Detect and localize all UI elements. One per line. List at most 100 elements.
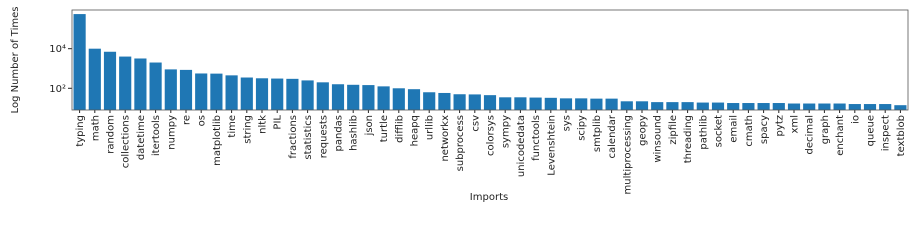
x-tick-label: decimal: [805, 115, 816, 154]
x-tick-label: typing: [75, 115, 86, 147]
x-tick-label: unicodedata: [516, 115, 527, 177]
bar: [164, 69, 177, 110]
bar: [833, 103, 846, 110]
x-tick-label: difflib: [394, 115, 405, 143]
x-tick-label: spacy: [759, 115, 770, 144]
bar: [453, 94, 466, 110]
x-tick-label: heapq: [410, 115, 421, 146]
x-tick-label: datetime: [136, 115, 147, 160]
x-tick-label: smtplib: [592, 115, 603, 152]
bar: [103, 51, 117, 110]
bar: [879, 104, 892, 110]
y-tick-label: 10²: [49, 84, 66, 95]
x-tick-label: io: [850, 115, 861, 124]
bar: [514, 97, 527, 110]
x-tick-label: geopy: [638, 115, 649, 146]
x-tick-label: subprocess: [455, 115, 466, 171]
x-tick-label: matplotlib: [212, 115, 223, 166]
bar: [407, 89, 421, 110]
x-tick-label: graph: [820, 115, 831, 144]
x-tick-label: socket: [714, 115, 725, 147]
x-tick-label: colorsys: [486, 115, 497, 156]
bar: [620, 101, 633, 110]
x-axis-label: Imports: [470, 192, 508, 203]
x-tick-label: textblob: [896, 115, 907, 156]
bar: [347, 84, 360, 110]
bar: [848, 104, 861, 110]
x-tick-label: nltk: [258, 115, 269, 134]
x-tick-label: os: [197, 115, 208, 126]
bar: [377, 86, 390, 110]
bar: [757, 103, 770, 110]
bar: [575, 98, 588, 110]
x-tick-label: string: [242, 115, 253, 144]
bar: [863, 104, 877, 110]
bar: [499, 97, 512, 110]
x-tick-label: sympy: [501, 115, 512, 148]
x-tick-label: enchant: [835, 115, 846, 156]
chart: Log Number of Times Imports 10² 10⁴ typing…: [10, 7, 909, 203]
x-tick-label: json: [364, 115, 375, 136]
bar: [240, 77, 253, 110]
bar: [134, 58, 147, 110]
x-tick-label: networkx: [440, 115, 451, 162]
x-tick-label: turtle: [379, 115, 390, 142]
bar: [423, 92, 436, 110]
x-tick-label: PIL: [273, 115, 284, 130]
bar: [681, 102, 694, 110]
bar: [255, 78, 269, 110]
bar: [727, 103, 740, 110]
x-tick-label: collections: [121, 115, 132, 168]
x-tick-label: csv: [470, 115, 481, 132]
bar: [483, 95, 497, 110]
x-tick-label: email: [729, 115, 740, 143]
bar: [195, 73, 208, 110]
x-tick-label: cmath: [744, 115, 755, 147]
x-tick-label: pandas: [334, 115, 345, 152]
x-tick-label: pytz: [774, 115, 785, 136]
x-tick-label: multiprocessing: [622, 115, 633, 194]
bar: [88, 48, 101, 110]
bar: [651, 102, 664, 110]
bar: [772, 103, 785, 110]
x-tick-label: calendar: [607, 114, 618, 158]
bar: [590, 98, 603, 110]
bar: [666, 102, 679, 110]
bar: [696, 102, 709, 110]
x-tick-label: inspect: [881, 115, 892, 151]
bar: [559, 98, 573, 110]
bar: [301, 80, 314, 110]
bar: [225, 75, 238, 110]
x-tick-label: numpy: [166, 115, 177, 150]
bar: [210, 73, 223, 110]
bar: [803, 103, 816, 110]
bar: [742, 103, 755, 110]
x-tick-label: hashlib: [349, 115, 360, 151]
x-tick-label: pathlib: [698, 115, 709, 150]
plot-frame: [71, 9, 909, 111]
x-tick-label: Levenshtein: [546, 115, 557, 176]
x-tick-label: functools: [531, 115, 542, 161]
bar: [73, 14, 86, 111]
x-tick-label: scipy: [577, 115, 588, 141]
x-tick-label: fractions: [288, 115, 299, 159]
bar: [149, 62, 162, 110]
y-axis-label: Log Number of Times: [10, 7, 21, 114]
x-tick-label: math: [90, 115, 101, 141]
bar: [787, 103, 801, 110]
x-tick-label: xml: [790, 115, 801, 133]
x-tick-label: urllib: [425, 115, 436, 140]
bar: [286, 78, 299, 110]
bar: [438, 92, 451, 110]
x-tick-label: zipfile: [668, 115, 679, 145]
bar: [529, 97, 542, 110]
bar: [544, 97, 557, 110]
x-tick-label: winsound: [653, 115, 664, 163]
bar: [468, 94, 481, 110]
bar: [271, 78, 284, 110]
bar: [331, 84, 345, 110]
bar: [894, 105, 907, 110]
bar: [635, 101, 649, 110]
x-tick-label: queue: [866, 115, 877, 146]
bar: [392, 88, 405, 110]
